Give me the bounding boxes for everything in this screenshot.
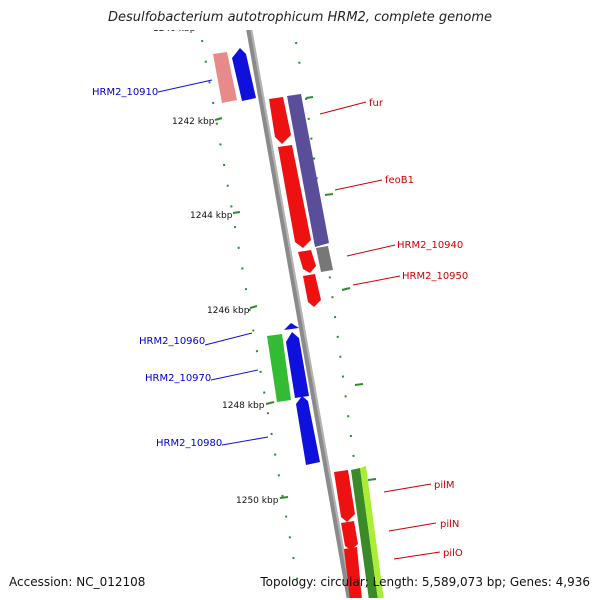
scale-label: 1248 kbp: [222, 401, 265, 411]
genome-summary-text: Topology: circular; Length: 5,589,073 bp…: [260, 575, 590, 589]
gene-fur[interactable]: [269, 97, 291, 144]
gene-hrm2-10950[interactable]: [303, 274, 321, 307]
accession-text: Accession: NC_012108: [9, 575, 146, 589]
gene-feob1[interactable]: [287, 94, 329, 247]
gene-hrm2-10960[interactable]: [284, 323, 299, 330]
gene-top-red[interactable]: [262, 0, 272, 10]
gene-label-pilm[interactable]: pilM: [434, 480, 455, 491]
gene-hrm2-10970[interactable]: [286, 332, 309, 398]
gene-label-hrm2-10940[interactable]: HRM2_10940: [397, 240, 463, 251]
gene-pil-darkgreen[interactable]: [351, 468, 378, 600]
scale-labels: 1240 kbp 1242 kbp 1244 kbp 1246 kbp 1248…: [153, 24, 279, 506]
gene-label-hrm2-10910[interactable]: HRM2_10910: [92, 87, 158, 98]
gene-hrm2-10910[interactable]: [232, 48, 256, 101]
gene-label-feob1[interactable]: feoB1: [385, 175, 414, 186]
gene-feob1-red[interactable]: [278, 145, 311, 248]
gene-hrm2-10910-pink[interactable]: [213, 52, 237, 103]
gene-label-hrm2-10960[interactable]: HRM2_10960: [139, 336, 205, 347]
gene-hrm2-10940-grey[interactable]: [316, 246, 333, 272]
outer-tick-track: [295, 41, 373, 596]
scale-label: 1250 kbp: [236, 496, 279, 506]
label-leaders: [157, 79, 441, 560]
map-title: Desulfobacterium autotrophicum HRM2, com…: [107, 10, 493, 25]
gene-label-hrm2-10970[interactable]: HRM2_10970: [145, 373, 211, 384]
genome-backbone: [246, 30, 353, 598]
gene-piln[interactable]: [341, 521, 358, 550]
gene-features: [213, 0, 384, 600]
gene-top-grey[interactable]: [272, 0, 283, 10]
gene-hrm2-10970-green[interactable]: [267, 334, 291, 402]
gene-label-fur[interactable]: fur: [369, 98, 384, 109]
gene-hrm2-10980[interactable]: [296, 396, 320, 465]
gene-label-piln[interactable]: pilN: [440, 519, 459, 530]
gene-label-hrm2-10980[interactable]: HRM2_10980: [156, 438, 222, 449]
scale-label: 1242 kbp: [172, 117, 215, 127]
gene-label-pilo[interactable]: pilO: [443, 548, 463, 559]
gene-hrm2-10940[interactable]: [298, 250, 316, 273]
gene-labels: fur feoB1 HRM2_10940 HRM2_10950 pilM pil…: [92, 87, 468, 559]
scale-label: 1244 kbp: [190, 211, 233, 221]
gene-pilm[interactable]: [334, 470, 355, 522]
gene-pilo[interactable]: [344, 547, 362, 600]
gene-label-hrm2-10950[interactable]: HRM2_10950: [402, 271, 468, 282]
scale-label: 1240 kbp: [153, 24, 196, 34]
scale-ticks: [214, 96, 377, 499]
scale-label: 1246 kbp: [207, 306, 250, 316]
gene-pil-lime[interactable]: [360, 466, 384, 600]
